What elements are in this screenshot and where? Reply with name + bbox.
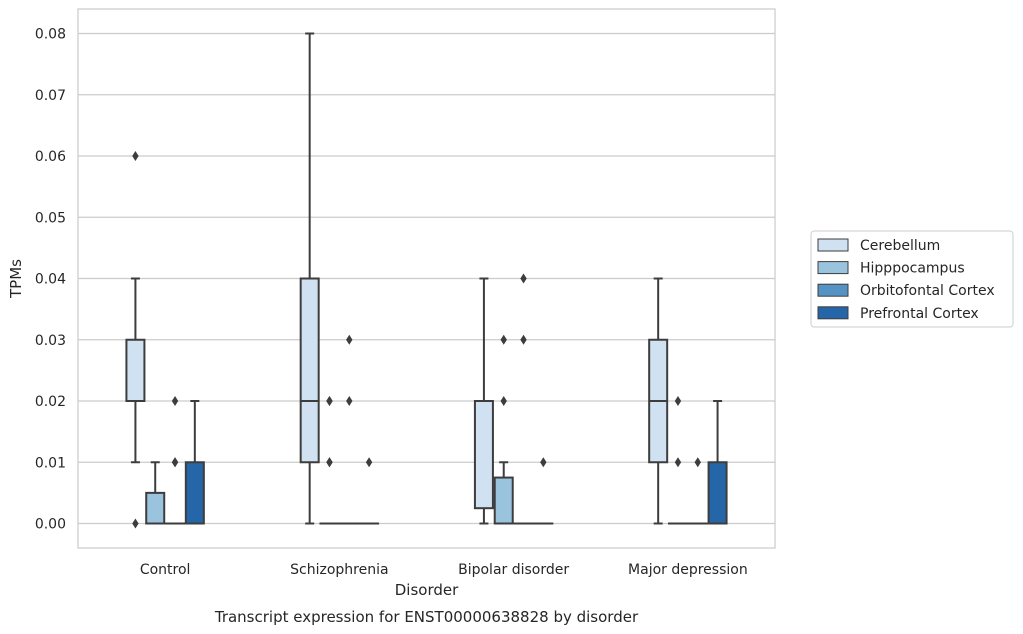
y-axis-label: TPMs: [7, 259, 25, 299]
box-body: [473, 400, 494, 510]
y-axis-ticks: 0.00 0.01 0.02 0.03 0.04 0.05 0.06 0.07 0.08: [35, 27, 66, 533]
chart-caption: Transcript expression for ENST0000063882…: [214, 608, 639, 626]
legend: Cerebellum Hipppocampus Orbitofontal Corte…: [810, 230, 1014, 328]
legend-label: Prefrontal Cortex: [860, 306, 979, 322]
y-tick-label: 0.01: [35, 455, 66, 471]
x-tick-label: Control: [140, 562, 191, 578]
outlier-point: [540, 457, 547, 468]
outlier-point: [326, 457, 333, 468]
box-body: [493, 476, 514, 525]
plot-area-frame: [77, 8, 776, 549]
y-tick-label: 0.05: [35, 210, 66, 226]
legend-label: Hipppocampus: [860, 261, 965, 277]
box-group: [648, 277, 669, 525]
outlier-point: [500, 334, 507, 345]
legend-swatch: [817, 238, 849, 252]
box-group: [667, 396, 688, 525]
x-tick-label: Major depression: [628, 562, 748, 578]
box-group: [687, 457, 708, 525]
x-tick-label: Schizophrenia: [290, 562, 388, 578]
box-group: [707, 400, 728, 525]
box-body: [707, 461, 728, 525]
legend-frame: [810, 230, 1014, 328]
outlier-point: [346, 396, 353, 406]
box-group: [339, 334, 360, 525]
box-group: [145, 461, 166, 525]
outlier-point: [674, 457, 682, 468]
box-group: [184, 400, 205, 525]
outlier-point: [520, 273, 527, 284]
y-tick-label: 0.06: [35, 149, 66, 165]
y-tick-label: 0.07: [35, 88, 66, 104]
x-tick-label: Bipolar disorder: [458, 562, 569, 578]
box-body: [145, 491, 166, 525]
box-group: [299, 32, 320, 525]
box-group: [165, 396, 186, 525]
y-tick-label: 0.08: [35, 27, 66, 43]
outlier-point: [520, 334, 527, 345]
boxes: [125, 32, 728, 529]
box-group: [359, 457, 380, 525]
box-body: [125, 338, 146, 402]
box-body: [184, 461, 205, 525]
outlier-point: [500, 396, 507, 406]
box-group: [473, 277, 494, 525]
box-group: [513, 273, 534, 525]
outlier-point: [171, 457, 179, 468]
x-axis-label: Disorder: [395, 581, 459, 599]
legend-label: Orbitofontal Cortex: [860, 283, 995, 299]
outlier-point: [346, 334, 353, 345]
box-group: [319, 396, 340, 525]
y-tick-label: 0.03: [35, 333, 66, 349]
y-tick-label: 0.04: [35, 272, 66, 288]
outlier-point: [674, 396, 682, 406]
legend-swatch: [817, 261, 849, 275]
outlier-point: [171, 396, 179, 406]
outlier-point: [694, 457, 701, 468]
box-group: [125, 151, 146, 529]
x-axis-ticks: Control Schizophrenia Bipolar disorder Majo…: [140, 562, 748, 578]
box-group: [493, 334, 514, 525]
box-body: [299, 277, 320, 464]
outlier-point: [132, 151, 139, 161]
grid-lines: [78, 32, 775, 525]
outlier-point: [326, 396, 333, 406]
outlier-point: [132, 518, 139, 529]
legend-swatch: [817, 306, 849, 320]
outlier-point: [365, 457, 373, 468]
y-tick-label: 0.02: [35, 394, 66, 410]
legend-swatch: [817, 283, 849, 297]
box-group: [533, 457, 554, 525]
y-tick-label: 0.00: [35, 517, 66, 533]
legend-label: Cerebellum: [860, 238, 940, 254]
